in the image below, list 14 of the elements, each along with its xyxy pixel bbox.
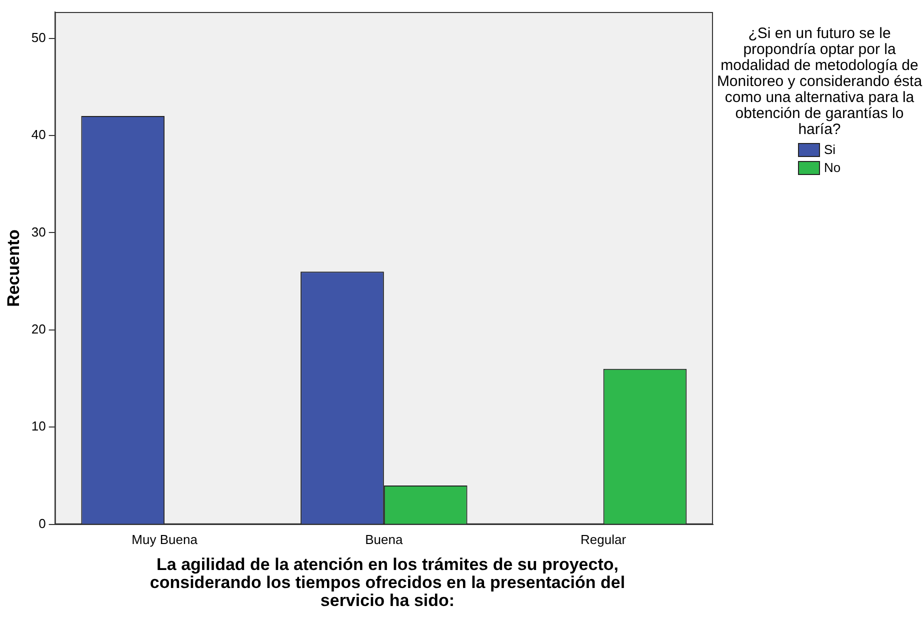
y-tick-label: 50	[31, 30, 46, 45]
y-axis-title: Recuento	[4, 229, 23, 307]
y-tick-label: 40	[31, 127, 46, 142]
x-axis-title: La agilidad de la atención en los trámites de su proyecto, considerando los tiempos ofrecidos en la presentación del servicio ha sido:	[148, 555, 626, 610]
legend-label: Si	[824, 142, 836, 158]
y-tick-label: 20	[31, 322, 46, 337]
legend-title: ¿Si en un futuro se le propondría optar por la modalidad de metodología de Monitoreo y considerando ésta como una alternativa para la obtención de garantías lo haría?	[716, 25, 923, 138]
y-tick-label: 30	[31, 224, 46, 240]
x-tick-label: Buena	[365, 532, 404, 547]
y-tick-label: 10	[31, 418, 46, 434]
legend-label: No	[824, 160, 841, 176]
y-tick-label: 0	[38, 516, 46, 531]
x-tick-label: Muy Buena	[132, 532, 198, 547]
x-tick-label: Regular	[580, 532, 627, 547]
